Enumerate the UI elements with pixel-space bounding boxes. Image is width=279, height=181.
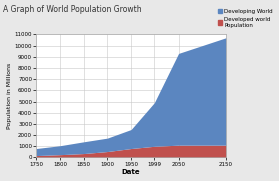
Text: A Graph of World Population Growth: A Graph of World Population Growth — [3, 5, 141, 14]
Legend: Developing World, Developed world
Population: Developing World, Developed world Popula… — [217, 8, 273, 29]
Y-axis label: Population in Millions: Population in Millions — [7, 63, 12, 129]
X-axis label: Date: Date — [122, 169, 140, 175]
